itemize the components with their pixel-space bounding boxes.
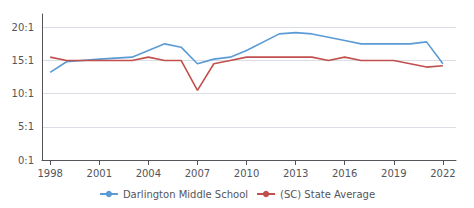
svg-text:2013: 2013 [283, 168, 308, 179]
svg-text:2001: 2001 [87, 168, 112, 179]
svg-text:20:1: 20:1 [12, 22, 34, 33]
svg-text:2022: 2022 [430, 168, 455, 179]
svg-text:15:1: 15:1 [12, 55, 34, 66]
svg-text:Darlington Middle School: Darlington Middle School [123, 189, 248, 200]
svg-text:2010: 2010 [234, 168, 259, 179]
svg-text:1998: 1998 [37, 168, 62, 179]
svg-text:2007: 2007 [185, 168, 210, 179]
svg-text:(SC) State Average: (SC) State Average [280, 189, 375, 200]
svg-text:2016: 2016 [332, 168, 357, 179]
svg-text:2019: 2019 [381, 168, 406, 179]
svg-text:0:1: 0:1 [18, 155, 34, 166]
svg-text:10:1: 10:1 [12, 88, 34, 99]
svg-text:5:1: 5:1 [18, 121, 34, 132]
svg-text:2004: 2004 [136, 168, 161, 179]
